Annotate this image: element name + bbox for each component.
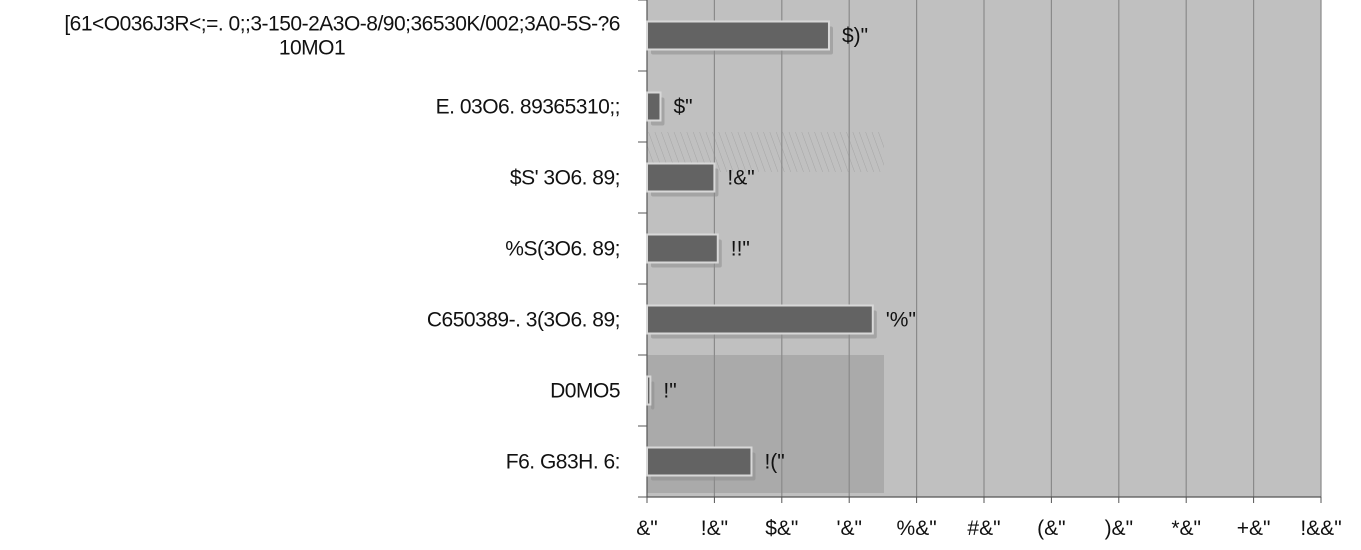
- x-tick-label: #&": [967, 517, 1000, 540]
- data-label: $)": [842, 25, 868, 48]
- category-label: E. 03O6. 89365310;;: [436, 96, 620, 119]
- x-tick-label: $&": [765, 517, 798, 540]
- x-tick-label: (&": [1037, 517, 1065, 540]
- bar: [646, 375, 652, 406]
- category-label: $S' 3O6. 89;: [510, 167, 620, 190]
- x-tick-label: !&": [701, 517, 728, 540]
- x-tick-label: *&": [1171, 517, 1201, 540]
- data-label: !&": [727, 167, 754, 190]
- data-label: $": [673, 96, 692, 119]
- category-label: C650389-. 3(3O6. 89;: [427, 309, 620, 332]
- data-label: !!": [731, 238, 750, 261]
- bar: [646, 91, 662, 122]
- bar: [646, 446, 753, 477]
- x-tick-label: +&": [1237, 517, 1271, 540]
- bar: [646, 162, 716, 193]
- labels: &" !&" $&" '&" %&" #&" (&" )&" *&" +&" !&&" $)" [61<…: [64, 13, 1341, 541]
- x-tick-label: &": [636, 517, 657, 540]
- bars: [646, 20, 877, 481]
- x-tick-label: !&&": [1300, 517, 1341, 540]
- category-label: F6. G83H. 6:: [506, 451, 620, 474]
- category-label: %S(3O6. 89;: [505, 238, 620, 261]
- x-tick-label: '&": [836, 517, 861, 540]
- category-label: 10MO1: [279, 37, 345, 60]
- category-label: [61<O036J3R<;=. 0;;3-150-2A3O-8/90;36530…: [64, 13, 620, 36]
- x-tick-label: %&": [897, 517, 937, 540]
- bar-shadow: [651, 381, 655, 410]
- data-label: '%": [886, 309, 916, 332]
- data-label: !": [663, 380, 676, 403]
- bar: [646, 233, 719, 264]
- category-label: D0MO5: [550, 380, 620, 403]
- x-tick-label: )&": [1105, 517, 1133, 540]
- bar: [646, 304, 874, 335]
- gridlines: [713, 0, 1322, 497]
- data-label: !(": [764, 451, 784, 474]
- bar: [646, 20, 830, 51]
